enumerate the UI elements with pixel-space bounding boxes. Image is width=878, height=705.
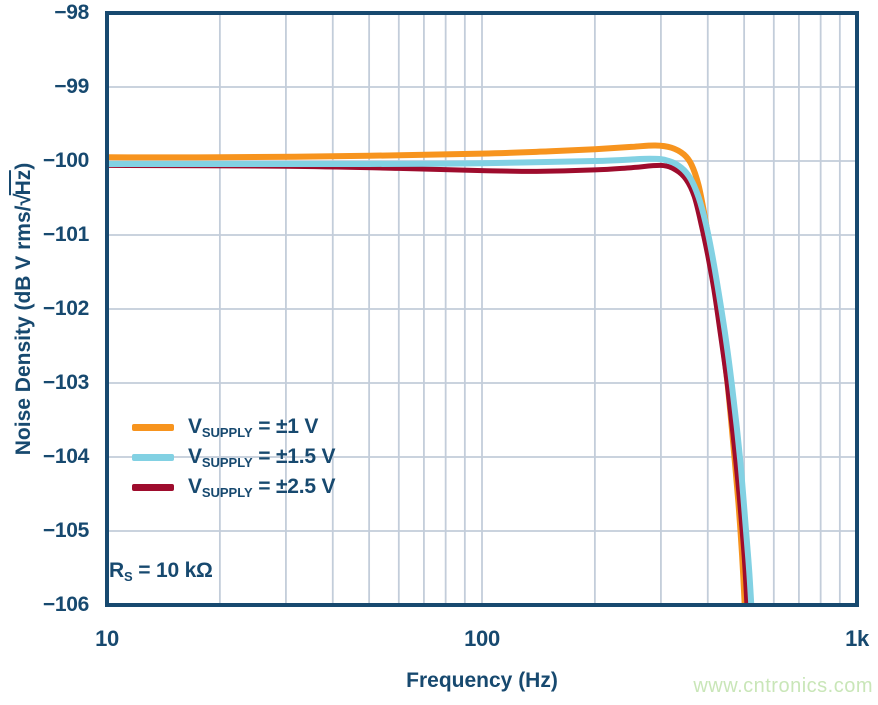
rs-annotation-main: R bbox=[109, 559, 124, 582]
x-tick-label: 100 bbox=[464, 626, 500, 651]
y-tick-label: −98 bbox=[54, 1, 89, 24]
y-title-suffix: ) bbox=[12, 162, 35, 170]
legend-label-vsupply-1p5v: VSUPPLY = ±1.5 V bbox=[188, 445, 336, 470]
legend: VSUPPLY = ±1 V VSUPPLY = ±1.5 V VSUPPLY = … bbox=[132, 412, 336, 502]
x-tick-label: 10 bbox=[95, 626, 119, 651]
y-axis-title: Noise Density (dB V rms/√Hz) bbox=[9, 162, 36, 456]
y-axis-tick-labels: −98 −99 −100 −101 −102 −103 −104 −105 −106 bbox=[0, 0, 97, 705]
legend-item-vsupply-2p5v: VSUPPLY = ±2.5 V bbox=[132, 472, 336, 502]
rs-annotation-sub: S bbox=[123, 569, 133, 584]
legend-swatch-vsupply-1v bbox=[132, 423, 174, 431]
legend-label-vsupply-1v: VSUPPLY = ±1 V bbox=[188, 415, 319, 440]
legend-label-vsupply-2p5v: VSUPPLY = ±2.5 V bbox=[188, 475, 336, 500]
legend-swatch-vsupply-2p5v bbox=[132, 483, 174, 491]
y-tick-label: −106 bbox=[42, 593, 89, 616]
y-tick-label: −104 bbox=[42, 445, 89, 468]
curve-vsupply-2p5v bbox=[107, 162, 750, 605]
curve-vsupply-1p5v bbox=[107, 155, 755, 605]
watermark: www.cntronics.com bbox=[693, 675, 873, 697]
y-tick-label: −103 bbox=[42, 371, 89, 394]
sqrt-argument: Hz bbox=[9, 169, 35, 196]
rs-annotation: RS = 10 kΩ bbox=[109, 558, 213, 586]
plot-border bbox=[105, 11, 859, 607]
y-tick-label: −99 bbox=[54, 75, 89, 98]
legend-item-vsupply-1p5v: VSUPPLY = ±1.5 V bbox=[132, 442, 336, 472]
rs-annotation-rest: = 10 kΩ bbox=[132, 559, 213, 582]
legend-item-vsupply-1v: VSUPPLY = ±1 V bbox=[132, 412, 335, 442]
y-tick-label: −102 bbox=[42, 297, 89, 320]
y-tick-label: −105 bbox=[42, 519, 89, 542]
x-tick-label: 1k bbox=[845, 626, 869, 651]
y-title-prefix: Noise Density (dB V rms/ bbox=[12, 205, 35, 456]
legend-swatch-vsupply-1p5v bbox=[132, 453, 174, 461]
y-tick-label: −101 bbox=[42, 223, 89, 246]
x-axis-title: Frequency (Hz) bbox=[406, 669, 558, 692]
y-tick-label: −100 bbox=[42, 149, 89, 172]
curve-vsupply-1v bbox=[107, 142, 748, 605]
